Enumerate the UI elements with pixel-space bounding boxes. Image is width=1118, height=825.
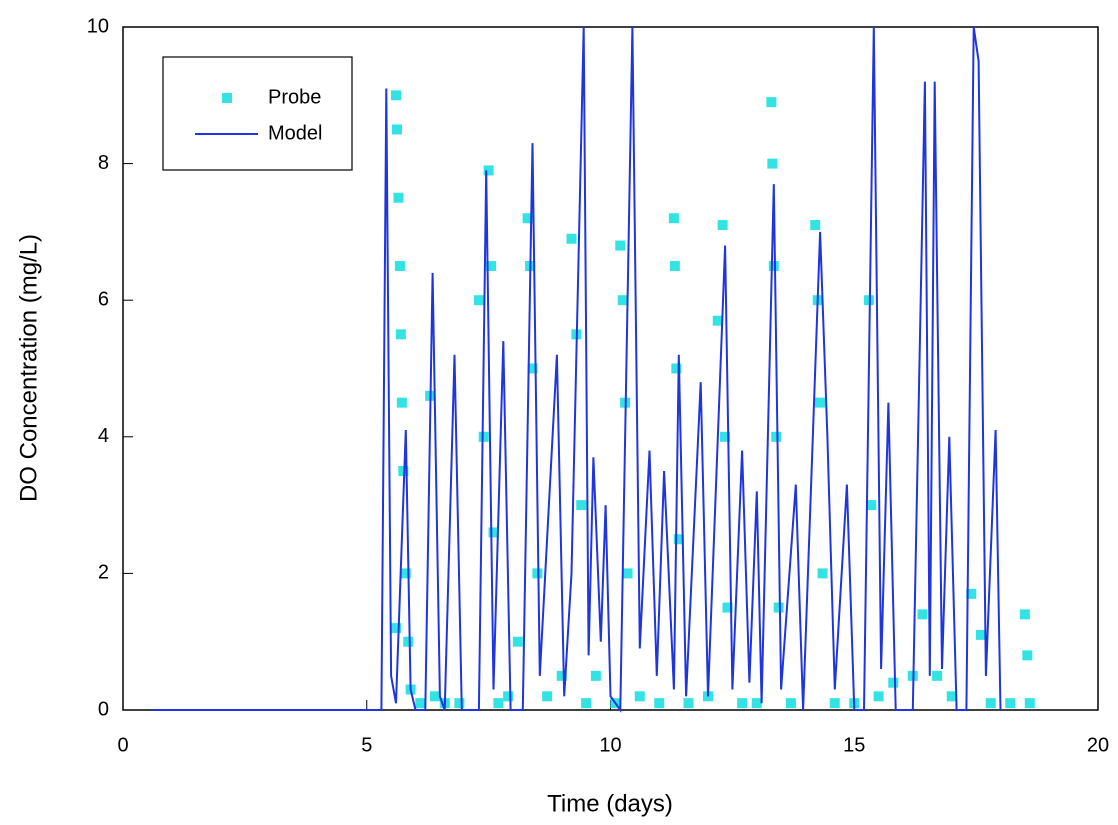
probe-point: [391, 623, 401, 634]
probe-point: [1005, 698, 1016, 709]
probe-point: [527, 363, 538, 374]
probe-point: [717, 220, 728, 231]
y-tick-label: 6: [98, 288, 109, 310]
probe-point: [703, 691, 713, 702]
probe-point: [917, 609, 928, 620]
probe-point: [394, 261, 405, 272]
probe-point: [668, 213, 679, 224]
x-tick-label: 0: [117, 734, 128, 756]
probe-point: [415, 698, 426, 709]
probe-point: [976, 629, 986, 640]
probe-point: [654, 698, 665, 709]
x-tick-label: 15: [843, 734, 865, 756]
probe-point: [391, 124, 402, 135]
probe-point: [810, 220, 821, 231]
probe-point: [766, 97, 777, 108]
probe-point: [751, 698, 762, 709]
probe-point: [622, 568, 633, 579]
probe-point: [1024, 698, 1035, 709]
probe-point: [888, 677, 899, 688]
probe-point: [785, 698, 796, 709]
probe-point: [829, 698, 840, 709]
y-axis-label: DO Concentration (mg/L): [15, 234, 42, 502]
x-tick-label: 5: [361, 734, 372, 756]
probe-point: [768, 261, 779, 272]
probe-point: [673, 534, 684, 545]
probe-point: [722, 602, 733, 613]
probe-point: [403, 636, 414, 647]
probe-point: [966, 588, 977, 599]
probe-point: [669, 261, 680, 272]
legend-marker: [222, 93, 232, 103]
probe-point: [773, 602, 784, 613]
probe-point: [556, 670, 567, 681]
probe-point: [483, 165, 494, 176]
probe-point: [400, 568, 411, 579]
probe-point: [532, 568, 543, 579]
probe-point: [488, 527, 499, 538]
probe-point: [566, 233, 577, 244]
probe-point: [542, 691, 553, 702]
probe-point: [393, 192, 404, 203]
x-tick-label: 10: [599, 734, 621, 756]
probe-point: [486, 261, 497, 272]
x-tick-label: 20: [1087, 734, 1109, 756]
probe-point: [712, 315, 723, 326]
probe-point: [815, 397, 826, 408]
probe-point: [398, 465, 409, 476]
probe-point: [395, 329, 406, 340]
probe-point: [493, 698, 504, 709]
legend-label: Probe: [268, 86, 321, 108]
probe-point: [767, 158, 778, 169]
probe-point: [737, 698, 748, 709]
probe-point: [866, 500, 877, 511]
probe-point: [1019, 609, 1030, 620]
probe-point: [576, 500, 587, 511]
probe-point: [615, 240, 626, 251]
probe-point: [671, 363, 682, 374]
y-tick-label: 8: [98, 152, 109, 174]
y-tick-label: 0: [98, 698, 109, 720]
probe-point: [478, 431, 489, 442]
y-tick-label: 2: [98, 562, 109, 584]
y-tick-label: 4: [98, 425, 109, 447]
probe-point: [634, 691, 645, 702]
probe-point: [817, 568, 828, 579]
probe-point: [863, 295, 874, 306]
probe-point: [430, 691, 440, 702]
probe-point: [932, 670, 943, 681]
probe-point: [771, 431, 782, 442]
probe-point: [720, 431, 731, 442]
probe-point: [617, 295, 628, 306]
legend-label: Model: [268, 122, 322, 144]
probe-point: [454, 698, 465, 709]
probe-point: [1022, 650, 1033, 661]
probe-point: [522, 213, 533, 224]
probe-point: [985, 698, 996, 709]
legend-box: [162, 56, 353, 171]
probe-point: [512, 636, 523, 647]
x-axis-label: Time (days): [547, 790, 673, 817]
probe-point: [391, 90, 401, 101]
probe-point: [473, 295, 484, 306]
probe-point: [396, 397, 407, 408]
probe-point: [503, 691, 514, 702]
model-line: [152, 26, 1002, 714]
probe-point: [683, 698, 694, 709]
probe-point: [581, 698, 592, 709]
probe-point: [590, 670, 601, 681]
probe-point: [946, 691, 957, 702]
probe-point: [873, 691, 884, 702]
y-tick-label: 10: [87, 15, 109, 37]
